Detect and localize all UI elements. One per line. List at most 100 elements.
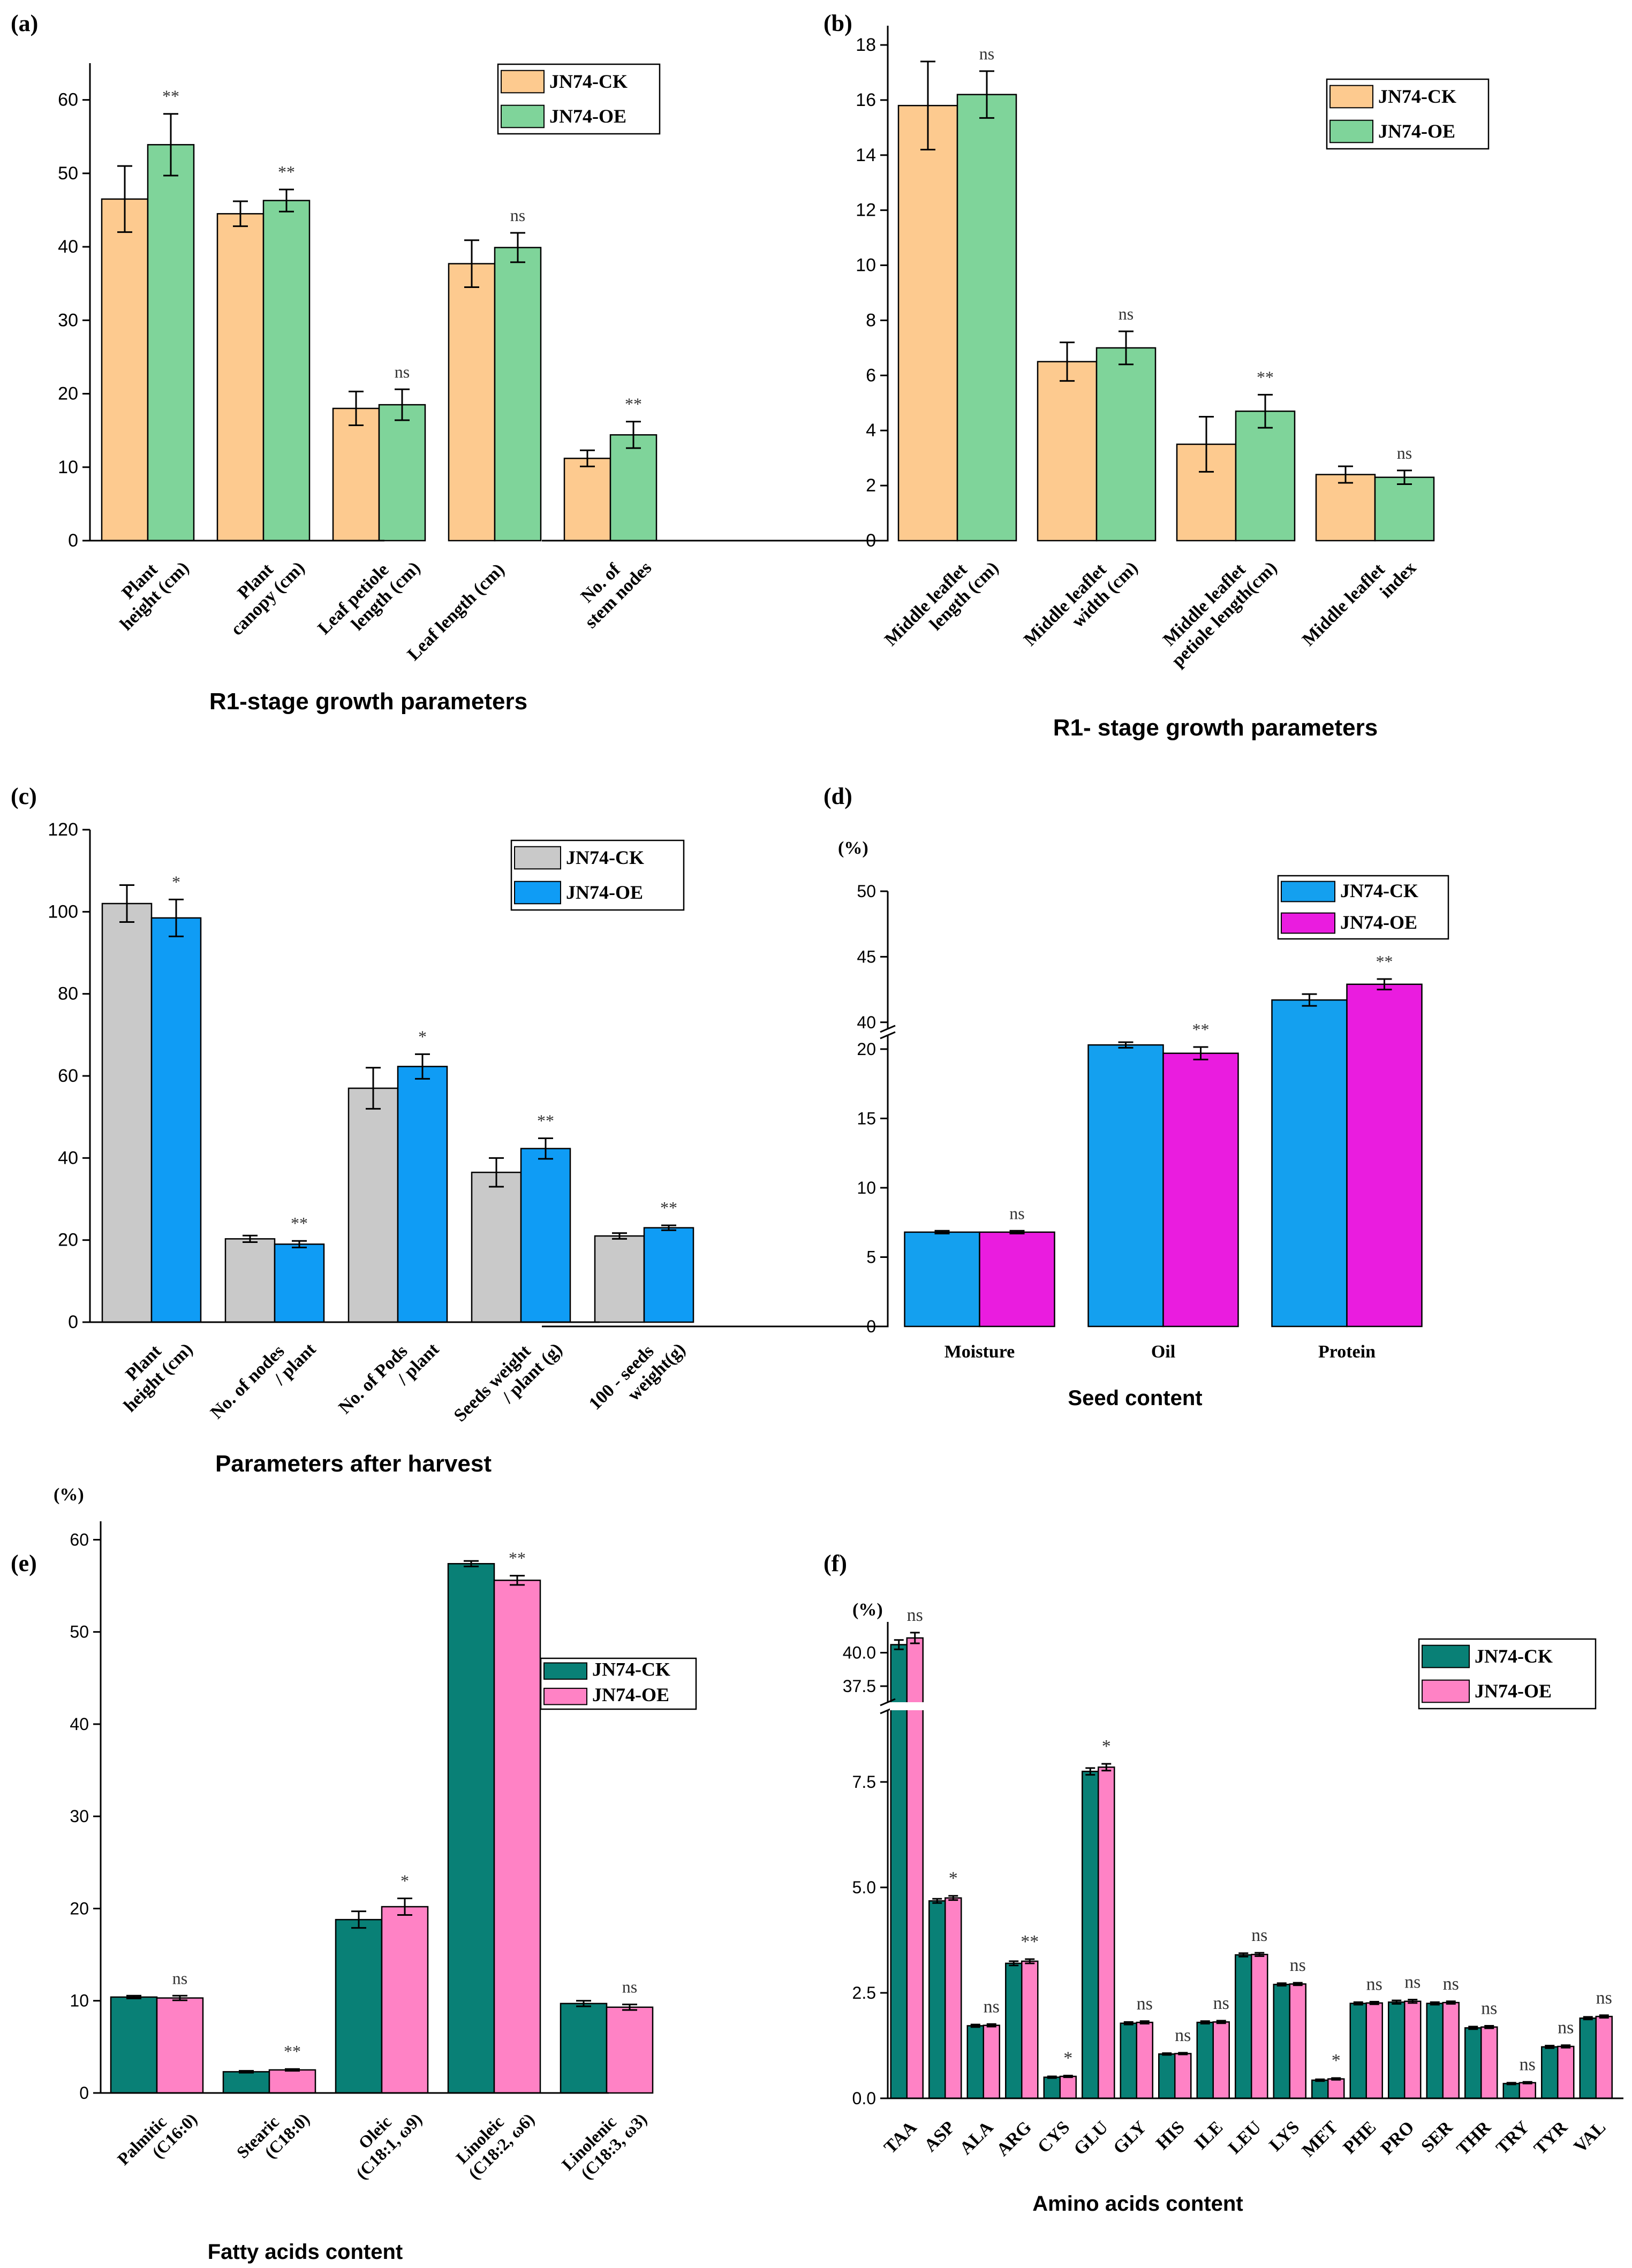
bar-JN74-CK-0 (101, 198, 149, 542)
bar-JN74-CK-13 (1388, 2001, 1406, 2099)
error-bar-JN74-CK-17 (1545, 2044, 1555, 2049)
y-tick-label: 20 (70, 1899, 89, 1918)
significance-mark: ns (1009, 1203, 1024, 1223)
error-bar-JN74-CK-0 (934, 1230, 950, 1234)
y-tick-label: 40 (857, 1013, 876, 1032)
significance-mark: ns (1175, 2026, 1191, 2045)
x-category-label: THR (1453, 2117, 1495, 2159)
error-bar-JN74-CK-6 (1123, 2021, 1134, 2026)
bar-JN74-CK-6 (1120, 2022, 1137, 2099)
x-category-label-line: LEU (1225, 2118, 1265, 2158)
bar-JN74-OE-2 (1346, 983, 1423, 1328)
bar-JN74-CK-3 (471, 1171, 522, 1323)
x-category-label: GLU (1070, 2118, 1112, 2159)
x-category-label: Stearic(C18:0) (233, 2096, 313, 2176)
error-bar-JN74-OE-5 (1101, 1763, 1112, 1772)
x-category-label-line: No. of nodes (207, 1341, 288, 1423)
legend-swatch (543, 1688, 587, 1705)
y-tick-label: 0 (68, 1312, 78, 1332)
y-tick-label: 4 (866, 420, 876, 441)
bar-JN74-OE-0 (150, 917, 202, 1323)
significance-mark: ns (1596, 1988, 1612, 2008)
error-bar-JN74-CK-9 (1238, 1952, 1249, 1958)
error-bar-JN74-CK-0 (920, 60, 935, 150)
y-tick-label: 16 (856, 90, 876, 110)
x-category-label-line: SER (1417, 2117, 1456, 2156)
chart-panel-2: (b) ns ns ** ns 0 2 4 6 8 10 12 14 16 18 Middle leaflet… (542, 10, 1490, 741)
bar-JN74-OE-1 (945, 1897, 962, 2099)
legend-label: JN74-OE (1340, 912, 1417, 933)
significance-mark: ns (1520, 2054, 1536, 2074)
significance-mark: ** (625, 395, 642, 414)
x-category-label-line: ASP (920, 2118, 959, 2156)
error-bar-JN74-OE-12 (1369, 2001, 1379, 2005)
y-tick-label: 0 (866, 1317, 876, 1336)
bar-JN74-OE-8 (1212, 2021, 1230, 2099)
panel-label: (a) (11, 10, 38, 36)
chart-panel-1: (a) ** ** ns ns ** 0 10 20 30 40 50 60 Plantheight (c… (11, 10, 661, 715)
error-bar-JN74-OE-4 (626, 421, 641, 449)
significance-mark: ns (395, 362, 410, 381)
x-category-label: TAA (880, 2117, 920, 2157)
error-bar-JN74-CK-12 (1353, 2001, 1363, 2006)
legend-swatch (1281, 912, 1335, 934)
x-category-label: ASP (920, 2118, 959, 2156)
legend-swatch (1329, 119, 1373, 143)
bar-JN74-CK-17 (1541, 2046, 1559, 2099)
x-category-label: GLY (1109, 2118, 1150, 2158)
significance-mark: ns (1290, 1955, 1306, 1975)
y-tick-label: 20 (58, 384, 78, 404)
error-bar-JN74-OE-4 (661, 1224, 676, 1231)
bar-JN74-CK-16 (1502, 2083, 1520, 2099)
y-tick-label: 45 (857, 947, 876, 966)
bar-JN74-CK-2 (1271, 999, 1348, 1328)
error-bar-JN74-OE-11 (1331, 2077, 1341, 2081)
error-bar-JN74-CK-1 (1118, 1041, 1134, 1049)
bar-JN74-CK-4 (563, 458, 611, 542)
error-bar-JN74-OE-13 (1408, 1999, 1418, 2004)
bar-JN74-OE-1 (1162, 1052, 1239, 1328)
y-tick-label: 10 (857, 1178, 876, 1197)
significance-mark: ns (1397, 443, 1412, 462)
x-category-label: Middle leafletindex (1298, 543, 1420, 665)
x-category-label: Linoleic(C18:2, ω6) (450, 2096, 538, 2183)
significance-mark: * (949, 1869, 958, 1888)
bar-JN74-CK-2 (332, 407, 380, 542)
y-tick-label: 60 (58, 1066, 78, 1086)
y-tick-label: 40 (58, 237, 78, 257)
bar-JN74-CK-1 (224, 1238, 276, 1323)
significance-mark: * (1063, 2048, 1072, 2068)
bar-JN74-OE-0 (979, 1231, 1055, 1328)
bar-JN74-CK-10 (1273, 1983, 1290, 2099)
error-bar-JN74-OE-16 (1522, 2081, 1532, 2084)
error-bar-JN74-OE-10 (1293, 1982, 1303, 1986)
legend-label: JN74-OE (592, 1684, 669, 1705)
bar-JN74-CK-1 (1087, 1044, 1164, 1328)
y-tick-label: 15 (857, 1109, 876, 1128)
error-bar-JN74-CK-7 (1162, 2052, 1172, 2056)
error-bar-JN74-OE-15 (1484, 2024, 1494, 2029)
x-category-label: Plantheight (cm) (105, 1325, 197, 1416)
legend-swatch (1422, 1644, 1470, 1668)
error-bar-JN74-OE-1 (279, 188, 294, 213)
bar-JN74-OE-4 (606, 2006, 654, 2094)
error-bar-JN74-OE-2 (397, 1898, 412, 1916)
error-bar-JN74-OE-1 (1193, 1046, 1208, 1060)
significance-mark: ns (510, 206, 525, 225)
bar-JN74-OE-1 (262, 200, 311, 542)
legend-label: JN74-CK (592, 1658, 670, 1680)
y-axis-unit: (%) (852, 1600, 883, 1620)
legend-swatch (514, 881, 561, 905)
bar-JN74-OE-3 (1374, 476, 1435, 542)
y-tick-label: 37.5 (843, 1677, 876, 1696)
y-tick-label: 12 (856, 200, 876, 221)
legend-label: JN74-OE (566, 882, 643, 903)
y-tick-label: 14 (856, 145, 876, 165)
bar-JN74-CK-3 (1315, 474, 1376, 542)
error-bar-JN74-CK-2 (349, 390, 364, 427)
bar-JN74-OE-14 (1442, 2001, 1460, 2099)
error-bar-JN74-OE-4 (622, 2004, 637, 2011)
bar-JN74-CK-1 (222, 2071, 270, 2094)
